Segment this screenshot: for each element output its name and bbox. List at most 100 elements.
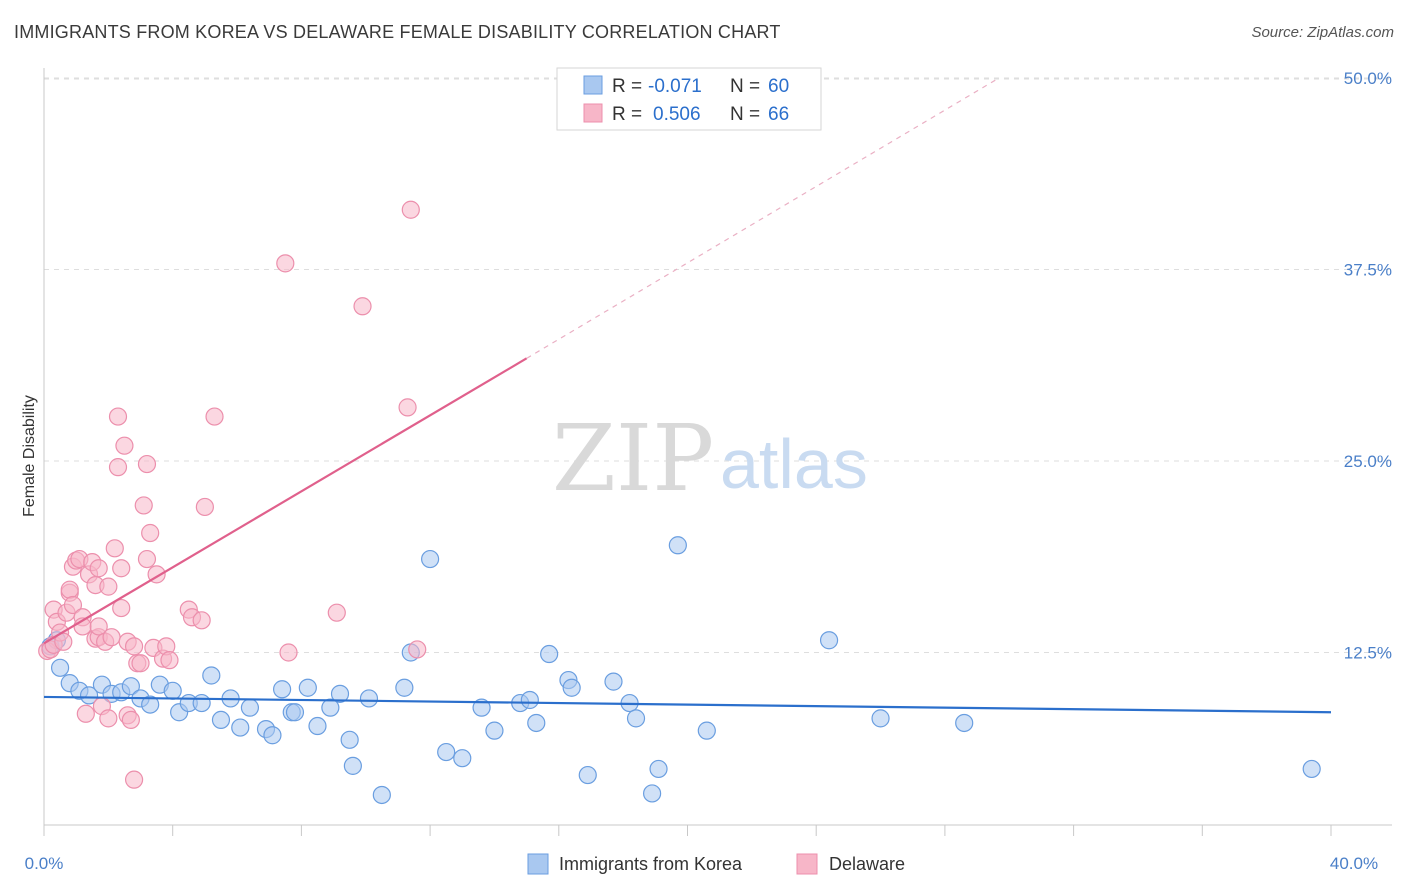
korea-point [298, 678, 317, 697]
delaware-point [99, 577, 118, 596]
korea-point [668, 536, 687, 555]
delaware-point [63, 595, 83, 615]
korea-point [578, 765, 597, 785]
korea-point [540, 644, 559, 664]
korea-point [819, 631, 839, 650]
korea-point [192, 693, 211, 713]
delaware-point [192, 611, 211, 630]
korea-point [421, 549, 440, 569]
legend-swatch-delaware [796, 853, 818, 875]
korea-point [472, 698, 491, 717]
delaware-point [115, 436, 134, 455]
delaware-point [131, 654, 150, 673]
delaware-point [401, 200, 420, 219]
delaware-point [105, 539, 124, 558]
stats-n-value-pink: 66 [768, 104, 789, 125]
korea-point [141, 695, 160, 714]
korea-point [520, 690, 539, 710]
korea-trend-line [43, 695, 1332, 714]
delaware-point [398, 398, 417, 417]
y-tick-label: 37.5% [1344, 261, 1392, 280]
delaware-point [141, 523, 160, 543]
stats-box: R = -0.071 N = 60 R = 0.506 N = 66 [556, 67, 822, 131]
delaware-point [205, 407, 224, 426]
korea-point [50, 658, 70, 677]
source-credit: Source: ZipAtlas.com [1251, 24, 1394, 41]
x-axis-ticks [43, 825, 1332, 836]
stats-n-value-blue: 60 [768, 76, 789, 97]
delaware-point [408, 640, 427, 659]
data-points [38, 200, 1321, 805]
delaware-point [76, 704, 95, 723]
korea-point [211, 710, 231, 730]
y-axis-tick-labels: 12.5% 25.0% 37.5% 50.0% [1344, 69, 1392, 663]
stats-r-label-pink: R = [612, 104, 642, 125]
stats-r-label-blue: R = [612, 76, 642, 97]
korea-point [372, 785, 391, 805]
korea-point [272, 680, 292, 699]
stats-r-value-blue: -0.071 [648, 76, 702, 97]
korea-point [527, 713, 546, 733]
korea-point [240, 698, 260, 717]
delaware-point [112, 598, 131, 618]
korea-point [395, 678, 414, 697]
korea-point [340, 730, 359, 749]
x-tick-label-max: 40.0% [1330, 854, 1378, 873]
korea-point [649, 759, 668, 779]
korea-point [871, 709, 890, 728]
stats-n-label-pink: N = [730, 104, 760, 125]
watermark-zip: ZIP [552, 405, 714, 512]
delaware-point [137, 454, 157, 474]
grid-lines [44, 77, 1392, 653]
delaware-point [137, 549, 157, 569]
delaware-point [99, 709, 118, 728]
delaware-point [60, 580, 79, 599]
stats-n-label-blue: N = [730, 76, 760, 97]
korea-point [330, 684, 350, 703]
korea-point [1302, 759, 1321, 779]
delaware-point [102, 628, 121, 647]
delaware-point [160, 651, 179, 670]
korea-point [121, 677, 140, 696]
y-tick-label: 25.0% [1344, 452, 1392, 471]
delaware-point [276, 254, 295, 273]
stats-swatch-pink [583, 103, 603, 123]
korea-point [697, 721, 716, 740]
korea-point [437, 742, 456, 762]
delaware-point [108, 458, 128, 477]
korea-point [485, 721, 504, 740]
korea-point [359, 689, 379, 708]
legend: Immigrants from Korea Delaware [527, 853, 905, 875]
korea-point [79, 686, 99, 705]
delaware-point [134, 496, 153, 515]
delaware-point [121, 710, 140, 730]
delaware-point [353, 297, 372, 316]
legend-label-delaware: Delaware [829, 854, 905, 874]
korea-point [263, 726, 282, 745]
legend-label-korea: Immigrants from Korea [559, 854, 743, 874]
delaware-point [124, 637, 144, 656]
korea-point [955, 713, 974, 733]
delaware-point [108, 407, 128, 426]
korea-point [285, 703, 305, 722]
chart-title: IMMIGRANTS FROM KOREA VS DELAWARE FEMALE… [14, 22, 781, 42]
delaware-point [112, 559, 131, 578]
stats-r-value-pink: 0.506 [653, 104, 701, 125]
korea-point [626, 709, 646, 728]
watermark-atlas: atlas [720, 425, 868, 503]
korea-point [308, 716, 327, 736]
trend-lines [43, 79, 1332, 714]
delaware-point [124, 770, 144, 789]
x-tick-label-min: 0.0% [25, 854, 64, 873]
delaware-point [54, 632, 73, 651]
korea-point [643, 784, 662, 803]
korea-point [343, 756, 362, 775]
korea-point [231, 718, 250, 737]
delaware-point [279, 643, 298, 662]
delaware-point [89, 617, 108, 636]
korea-point [163, 681, 182, 700]
y-tick-label: 12.5% [1344, 644, 1392, 663]
delaware-point [89, 559, 108, 578]
y-axis-label: Female Disability [21, 395, 38, 517]
